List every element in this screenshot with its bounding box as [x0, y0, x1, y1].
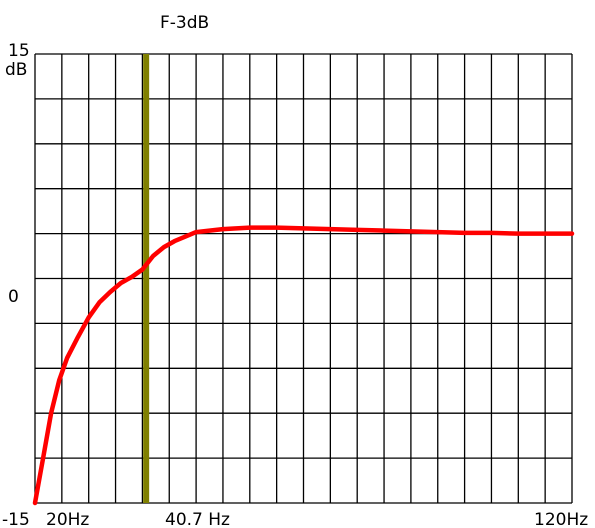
response-curve: [32, 225, 575, 506]
x-end-tick-label: 120Hz: [534, 510, 588, 528]
series-line: [32, 225, 575, 506]
x-marker-tick-label: 40.7 Hz: [165, 510, 230, 528]
y-top-tick-label: 15: [8, 41, 30, 61]
f3db-label: F-3dB: [160, 13, 209, 33]
x-start-tick-label: 20Hz: [46, 510, 89, 528]
y-zero-tick-label: 0: [8, 287, 19, 307]
y-bottom-tick-label: -15: [2, 510, 30, 528]
y-unit-label: dB: [5, 60, 27, 80]
chart-grid: [34, 53, 573, 504]
